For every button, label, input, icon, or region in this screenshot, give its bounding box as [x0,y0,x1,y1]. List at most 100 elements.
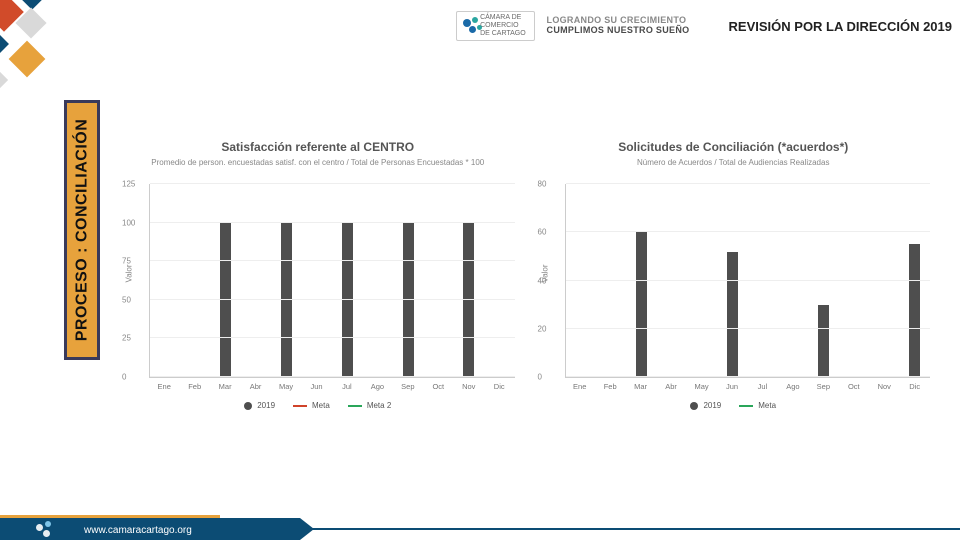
logo-text-line2: COMERCIO DE CARTAGO [480,22,527,37]
tagline-line2: CUMPLIMOS NUESTRO SUEÑO [547,26,717,36]
xtick-label: May [686,382,716,391]
xtick-label: Feb [595,382,625,391]
bar [909,244,920,377]
chart1-plot: Valor 0255075100125 [149,184,515,378]
chart2-xticks: EneFebMarAbrMayJunJulAgoSepOctNovDic [565,382,931,391]
legend-swatch [690,402,698,410]
bar-slot [302,184,332,377]
gridline [150,337,515,338]
tagline: LOGRANDO SU CRECIMIENTO CUMPLIMOS NUESTR… [547,16,717,36]
xtick-label: Ago [778,382,808,391]
bar-slot [211,184,241,377]
chart1-ylabel: Valor [125,264,134,282]
decor-diamond [0,27,9,61]
chart2-plot: Valor 020406080 [565,184,931,378]
xtick-label: Mar [625,382,655,391]
legend-item: Meta [293,401,330,410]
bar-slot [778,184,808,377]
ytick-label: 0 [122,373,126,382]
logo-ccc: CÁMARA DE COMERCIO DE CARTAGO [456,11,535,40]
bar-slot [748,184,778,377]
footer-url: www.camaracartago.org [84,525,192,536]
xtick-label: Abr [240,382,270,391]
gridline [150,183,515,184]
xtick-label: Feb [179,382,209,391]
bar-slot [869,184,899,377]
decor-diamond [9,41,46,78]
xtick-label: Ago [362,382,392,391]
gridline [566,328,931,329]
ytick-label: 25 [122,334,131,343]
xtick-label: Jul [332,382,362,391]
legend-label: 2019 [703,401,721,410]
xtick-label: Jul [747,382,777,391]
bar [818,305,829,377]
chart-satisfaction: Satisfacción referente al CENTRO Promedi… [115,140,521,410]
ytick-label: 0 [538,373,542,382]
ytick-label: 100 [122,218,135,227]
ytick-label: 75 [122,257,131,266]
bar-slot [626,184,656,377]
gridline [150,376,515,377]
bar [636,232,647,377]
gridline [150,260,515,261]
xtick-label: Ene [149,382,179,391]
chart1-subtitle: Promedio de person. encuestadas satisf. … [115,158,521,176]
ytick-label: 80 [538,180,547,189]
bar-slot [393,184,423,377]
footer-rule [284,528,960,530]
xtick-label: Mar [210,382,240,391]
bar-slot [900,184,930,377]
xtick-label: Jun [301,382,331,391]
legend-item: 2019 [244,401,275,410]
gridline [150,299,515,300]
ytick-label: 40 [538,276,547,285]
bar-slot [272,184,302,377]
legend-label: Meta 2 [367,401,391,410]
legend-item: 2019 [690,401,721,410]
xtick-label: Nov [454,382,484,391]
legend-item: Meta 2 [348,401,391,410]
legend-swatch [348,405,362,407]
bar-slot [657,184,687,377]
gridline [150,222,515,223]
process-tab-label: PROCESO : CONCILIACIÓN [73,119,91,342]
logo-text-line1: CÁMARA DE [480,14,527,22]
ytick-label: 20 [538,324,547,333]
xtick-label: Sep [393,382,423,391]
chart1-xticks: EneFebMarAbrMayJunJulAgoSepOctNovDic [149,382,515,391]
xtick-label: Abr [656,382,686,391]
bar-slot [566,184,596,377]
xtick-label: Oct [423,382,453,391]
chart2-legend: 2019 Meta [531,401,937,410]
bar-slot [363,184,393,377]
bar-slot [839,184,869,377]
bar-slot [423,184,453,377]
footer-decor-icon [36,520,64,538]
xtick-label: Oct [839,382,869,391]
chart2-bars [566,184,931,377]
gridline [566,376,931,377]
footer: www.camaracartago.org [0,514,960,540]
legend-swatch [739,405,753,407]
chart2-title: Solicitudes de Conciliación (*acuerdos*) [531,140,937,154]
bar-slot [150,184,180,377]
xtick-label: May [271,382,301,391]
xtick-label: Nov [869,382,899,391]
page-title: REVISIÓN POR LA DIRECCIÓN 2019 [729,19,952,34]
xtick-label: Ene [565,382,595,391]
bar-slot [717,184,747,377]
legend-swatch [244,402,252,410]
process-tab: PROCESO : CONCILIACIÓN [64,100,100,360]
bar-slot [454,184,484,377]
xtick-label: Sep [808,382,838,391]
bar-slot [809,184,839,377]
bar-slot [180,184,210,377]
legend-swatch [293,405,307,407]
xtick-label: Dic [899,382,929,391]
bar-slot [484,184,514,377]
legend-label: 2019 [257,401,275,410]
legend-item: Meta [739,401,776,410]
chart-solicitudes: Solicitudes de Conciliación (*acuerdos*)… [531,140,937,410]
gridline [566,280,931,281]
